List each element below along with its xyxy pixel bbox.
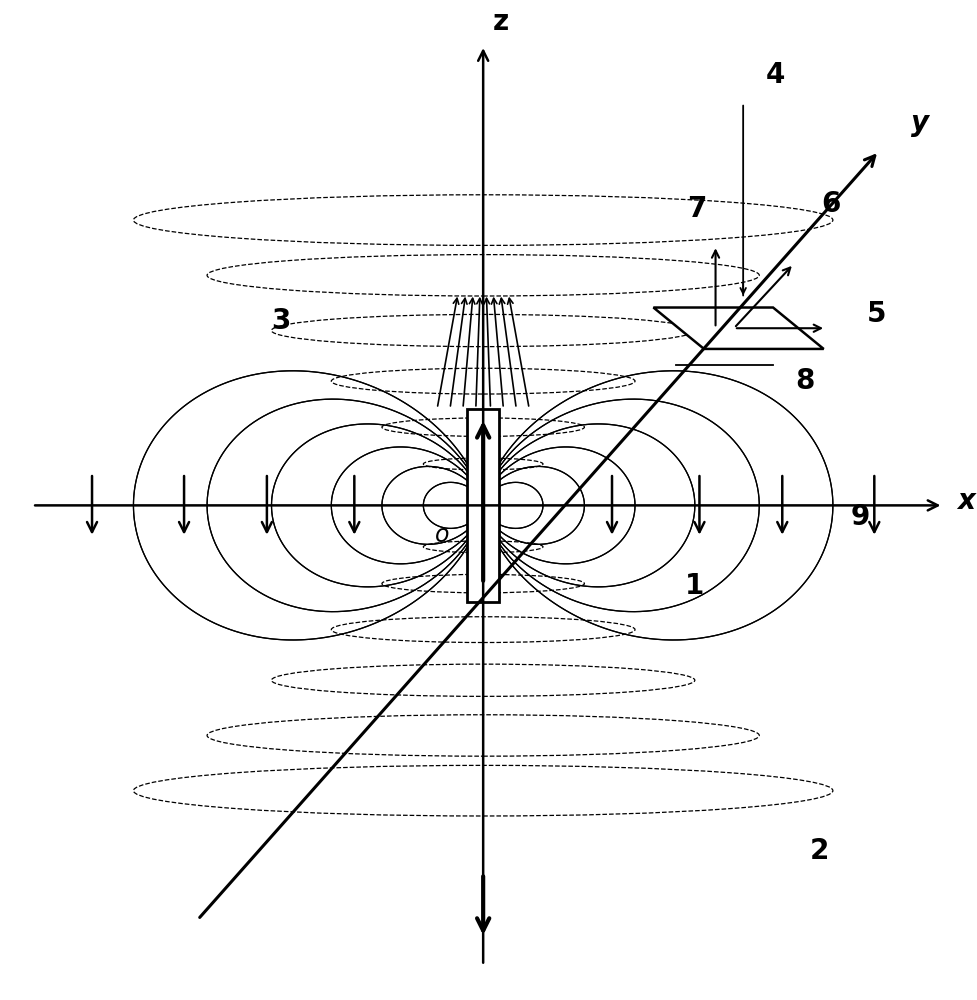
Text: 8: 8: [795, 367, 815, 395]
Text: 4: 4: [766, 61, 786, 89]
Text: x: x: [957, 487, 975, 515]
Text: o: o: [435, 523, 449, 547]
Text: 3: 3: [271, 307, 290, 335]
Text: 7: 7: [688, 195, 706, 223]
Text: y: y: [912, 109, 929, 137]
Text: z: z: [492, 8, 509, 36]
Text: 6: 6: [821, 190, 840, 218]
Text: 1: 1: [685, 572, 704, 600]
Bar: [467, 409, 499, 602]
Text: 2: 2: [809, 837, 828, 865]
Text: 9: 9: [851, 503, 871, 531]
Text: 5: 5: [867, 300, 886, 328]
Polygon shape: [654, 308, 824, 349]
